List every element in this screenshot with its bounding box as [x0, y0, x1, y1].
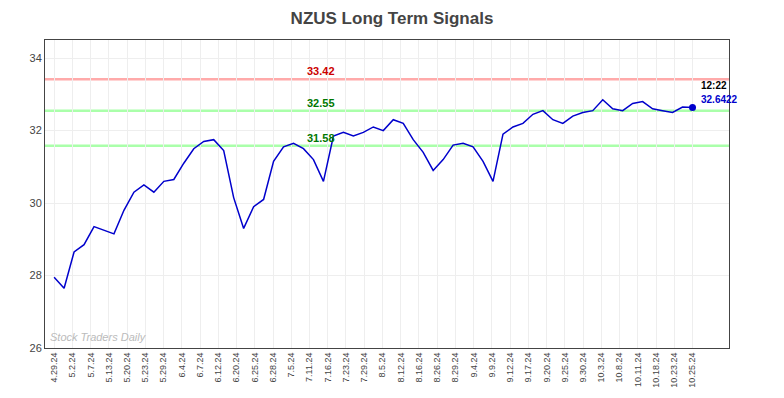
svg-text:5.2.24: 5.2.24 [67, 353, 77, 378]
svg-text:26: 26 [30, 342, 42, 354]
svg-text:28: 28 [30, 269, 42, 281]
svg-text:33.42: 33.42 [307, 65, 335, 77]
svg-text:NZUS Long Term Signals: NZUS Long Term Signals [291, 9, 494, 28]
svg-text:Stock Traders Daily: Stock Traders Daily [50, 331, 147, 343]
svg-text:5.29.24: 5.29.24 [158, 353, 168, 383]
svg-text:32.6422: 32.6422 [701, 94, 738, 105]
svg-text:6.4.24: 6.4.24 [177, 353, 187, 378]
svg-text:12:22: 12:22 [701, 80, 727, 91]
svg-text:10.3.24: 10.3.24 [596, 353, 606, 383]
svg-text:9.17.24: 9.17.24 [523, 353, 533, 383]
svg-text:8.5.24: 8.5.24 [377, 353, 387, 378]
svg-text:7.16.24: 7.16.24 [323, 353, 333, 383]
svg-text:8.29.24: 8.29.24 [450, 353, 460, 383]
svg-text:9.20.24: 9.20.24 [542, 353, 552, 383]
svg-text:5.20.24: 5.20.24 [122, 353, 132, 383]
svg-text:9.12.24: 9.12.24 [505, 353, 515, 383]
svg-text:8.12.24: 8.12.24 [396, 353, 406, 383]
svg-text:30: 30 [30, 197, 42, 209]
svg-text:6.25.24: 6.25.24 [250, 353, 260, 383]
svg-text:5.7.24: 5.7.24 [86, 353, 96, 378]
svg-text:31.58: 31.58 [307, 132, 335, 144]
svg-text:10.18.24: 10.18.24 [651, 353, 661, 388]
svg-text:6.20.24: 6.20.24 [231, 353, 241, 383]
svg-text:9.4.24: 9.4.24 [469, 353, 479, 378]
svg-text:7.11.24: 7.11.24 [304, 353, 314, 382]
svg-text:9.25.24: 9.25.24 [560, 353, 570, 383]
svg-text:32.55: 32.55 [307, 97, 335, 109]
svg-text:10.23.24: 10.23.24 [669, 353, 679, 388]
svg-text:32: 32 [30, 124, 42, 136]
svg-text:34: 34 [30, 52, 42, 64]
svg-text:6.12.24: 6.12.24 [213, 353, 223, 383]
svg-text:7.23.24: 7.23.24 [341, 353, 351, 383]
svg-text:5.13.24: 5.13.24 [104, 353, 114, 383]
svg-text:10.25.24: 10.25.24 [687, 353, 697, 388]
svg-text:10.11.24: 10.11.24 [633, 353, 643, 387]
svg-text:6.7.24: 6.7.24 [195, 353, 205, 378]
svg-text:8.26.24: 8.26.24 [432, 353, 442, 383]
svg-text:7.5.24: 7.5.24 [286, 353, 296, 378]
svg-text:6.28.24: 6.28.24 [268, 353, 278, 383]
svg-text:9.30.24: 9.30.24 [578, 353, 588, 383]
svg-text:10.8.24: 10.8.24 [614, 353, 624, 383]
svg-text:8.16.24: 8.16.24 [414, 353, 424, 383]
svg-text:9.9.24: 9.9.24 [487, 353, 497, 378]
svg-text:7.29.24: 7.29.24 [359, 353, 369, 383]
svg-text:5.23.24: 5.23.24 [140, 353, 150, 383]
svg-text:4.29.24: 4.29.24 [49, 353, 59, 383]
